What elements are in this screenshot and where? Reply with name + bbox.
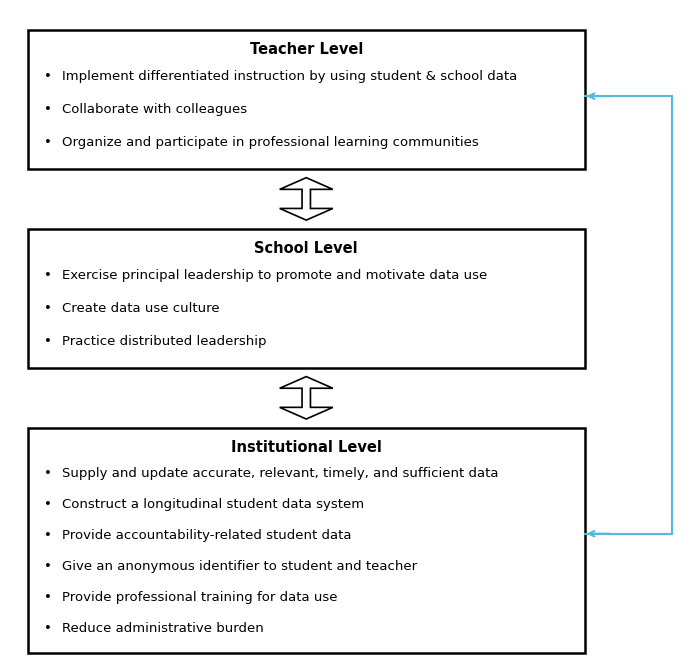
Text: •: • xyxy=(43,560,52,573)
Text: Provide accountability-related student data: Provide accountability-related student d… xyxy=(62,529,351,542)
Text: School Level: School Level xyxy=(254,241,358,256)
Text: •: • xyxy=(43,499,52,511)
Text: •: • xyxy=(43,103,52,116)
Text: •: • xyxy=(43,269,52,282)
Text: Collaborate with colleagues: Collaborate with colleagues xyxy=(62,103,246,116)
Bar xyxy=(28,428,584,653)
Text: Give an anonymous identifier to student and teacher: Give an anonymous identifier to student … xyxy=(62,560,416,573)
Text: Reduce administrative burden: Reduce administrative burden xyxy=(62,622,263,635)
Text: •: • xyxy=(43,467,52,481)
Text: •: • xyxy=(43,335,52,348)
Text: Exercise principal leadership to promote and motivate data use: Exercise principal leadership to promote… xyxy=(62,269,487,282)
Text: Teacher Level: Teacher Level xyxy=(250,42,363,57)
Text: Provide professional training for data use: Provide professional training for data u… xyxy=(62,591,337,604)
Text: Implement differentiated instruction by using student & school data: Implement differentiated instruction by … xyxy=(62,70,517,83)
Text: •: • xyxy=(43,136,52,149)
Polygon shape xyxy=(280,377,333,419)
Text: Institutional Level: Institutional Level xyxy=(231,440,382,455)
Text: Create data use culture: Create data use culture xyxy=(62,302,219,315)
Text: •: • xyxy=(43,591,52,604)
Bar xyxy=(28,30,584,169)
Text: •: • xyxy=(43,529,52,542)
Polygon shape xyxy=(280,178,333,220)
Text: Organize and participate in professional learning communities: Organize and participate in professional… xyxy=(62,136,478,149)
Bar xyxy=(28,229,584,368)
Text: Construct a longitudinal student data system: Construct a longitudinal student data sy… xyxy=(62,499,364,511)
Text: Supply and update accurate, relevant, timely, and sufficient data: Supply and update accurate, relevant, ti… xyxy=(62,467,498,481)
Text: •: • xyxy=(43,622,52,635)
Text: Practice distributed leadership: Practice distributed leadership xyxy=(62,335,266,348)
Text: •: • xyxy=(43,302,52,315)
Text: •: • xyxy=(43,70,52,83)
